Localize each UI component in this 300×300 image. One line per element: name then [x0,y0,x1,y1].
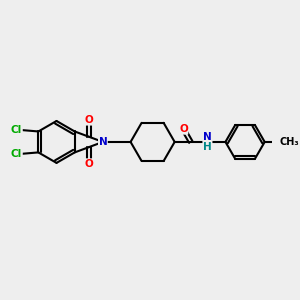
Text: O: O [84,115,93,125]
Text: CH₃: CH₃ [280,137,299,147]
Text: O: O [179,124,188,134]
Text: O: O [84,159,93,169]
Text: Cl: Cl [11,125,22,135]
Text: H: H [203,142,212,152]
Text: Cl: Cl [11,149,22,159]
Text: N: N [203,132,212,142]
Text: N: N [98,137,107,147]
